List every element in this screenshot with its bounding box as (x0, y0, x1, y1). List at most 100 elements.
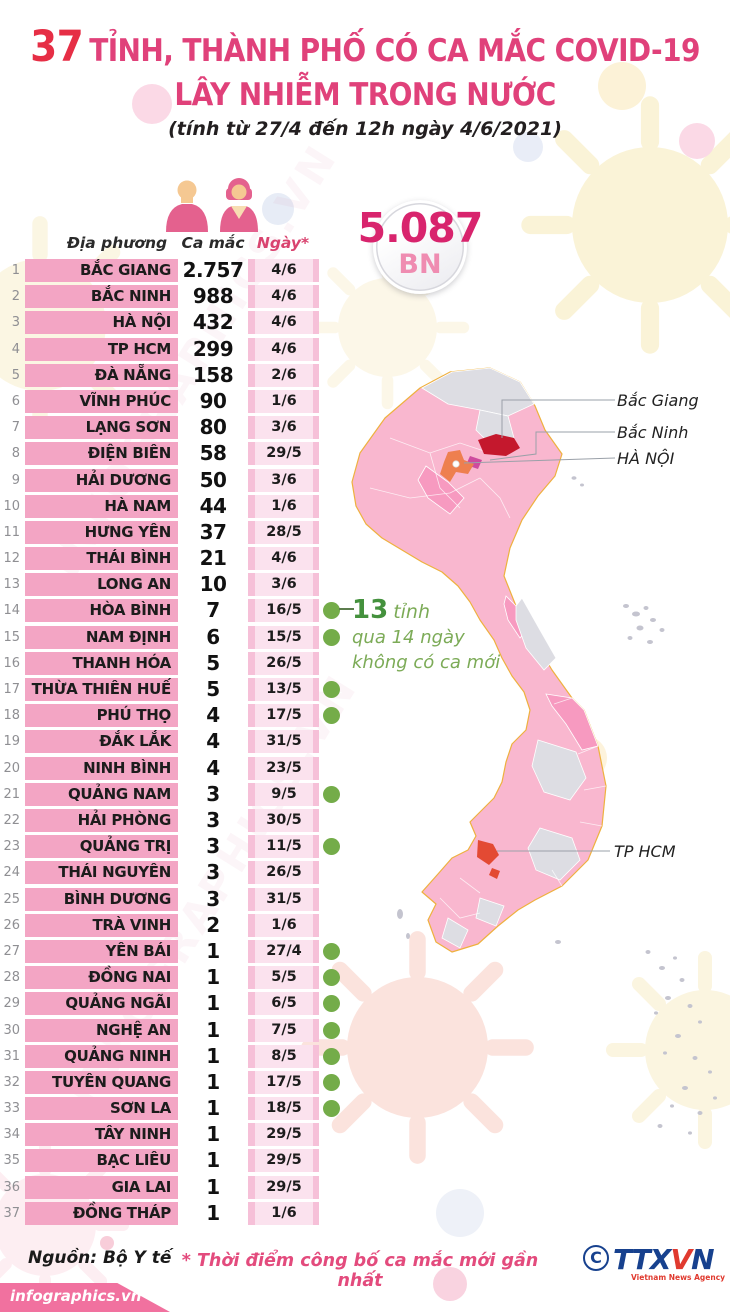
province-name: BẮC NINH (25, 285, 178, 309)
report-date: 1/6 (255, 494, 313, 518)
table-row: 3 HÀ NỘI 432 4/6 (0, 310, 360, 335)
column-divider (248, 1149, 255, 1173)
table-row: 27 YÊN BÁI 1 27/4 (0, 939, 360, 963)
table-row: 25 BÌNH DƯƠNG 3 31/5 (0, 886, 360, 911)
map-region-tp-hcm (477, 840, 499, 865)
report-date: 29/5 (255, 442, 313, 466)
column-divider (248, 1044, 255, 1068)
report-date: 26/5 (255, 651, 313, 675)
table-row: 32 TUYÊN QUANG 1 17/5 (0, 1070, 360, 1094)
province-name: BÌNH DƯƠNG (25, 887, 178, 911)
column-header-date: Ngày* (256, 234, 310, 252)
row-rank: 2 (11, 289, 20, 305)
table-row: 30 NGHỆ AN 1 7/5 (0, 1017, 360, 1042)
row-rank: 25 (3, 891, 20, 907)
case-count: 2.757 (182, 258, 244, 282)
column-divider (248, 625, 255, 649)
table-row: 16 THANH HÓA 5 26/5 (0, 651, 360, 675)
column-divider (313, 992, 319, 1016)
province-name: HẢI DƯƠNG (25, 468, 178, 492)
row-rank: 33 (3, 1101, 20, 1117)
table-row: 11 HƯNG YÊN 37 28/5 (0, 520, 360, 544)
column-divider (313, 808, 319, 832)
agency-tagline: Vietnam News Agency (631, 1273, 726, 1282)
annotation-line3: không có ca mới (352, 652, 501, 673)
report-date: 1/6 (255, 1201, 313, 1225)
case-count: 299 (192, 336, 234, 361)
subtitle: (tính từ 27/4 đến 12h ngày 4/6/2021) (168, 118, 562, 140)
case-count: 3 (206, 886, 220, 911)
table-row: 2 BẮC NINH 988 4/6 (0, 285, 360, 309)
case-count: 10 (199, 572, 227, 597)
column-divider (313, 678, 319, 702)
column-divider (313, 1175, 319, 1199)
map-islands (397, 476, 717, 1135)
row-rank: 8 (11, 446, 20, 462)
case-count: 1 (206, 1200, 220, 1225)
map-mainland (351, 367, 607, 953)
table-row: 26 TRÀ VINH 2 1/6 (0, 912, 360, 937)
column-divider (313, 861, 319, 885)
title-number: 37 (30, 22, 84, 73)
row-rank: 28 (3, 970, 20, 986)
column-divider (313, 547, 319, 571)
column-divider (248, 547, 255, 571)
report-date: 6/5 (255, 992, 313, 1016)
case-count: 432 (192, 310, 234, 335)
province-name: ĐỒNG THÁP (25, 1201, 178, 1225)
report-date: 29/5 (255, 1175, 313, 1199)
report-date: 2/6 (255, 363, 313, 387)
table-row: 10 HÀ NAM 44 1/6 (0, 494, 360, 518)
table-row: 35 BẠC LIÊU 1 29/5 (0, 1149, 360, 1173)
column-divider (313, 704, 319, 728)
row-rank: 34 (3, 1127, 20, 1143)
column-divider (313, 1097, 319, 1121)
map-label-bac-ninh: Bắc Ninh (617, 423, 689, 442)
table-row: 37 ĐỒNG THÁP 1 1/6 (0, 1200, 360, 1225)
province-name: GIA LAI (25, 1175, 178, 1199)
brand-name: infographics.vn (10, 1287, 142, 1305)
case-count: 2 (206, 912, 220, 937)
case-count: 4 (206, 755, 220, 780)
province-name: ĐÀ NẴNG (25, 363, 178, 387)
column-divider (313, 966, 319, 990)
column-divider (248, 468, 255, 492)
row-rank: 26 (3, 917, 20, 933)
row-rank: 6 (11, 393, 20, 409)
column-divider (248, 913, 255, 937)
case-count: 1 (206, 965, 220, 990)
table-row: 12 THÁI BÌNH 21 4/6 (0, 547, 360, 571)
column-divider (313, 1123, 319, 1147)
case-count: 3 (206, 834, 220, 859)
case-count: 1 (206, 1017, 220, 1042)
column-divider (313, 389, 319, 413)
table-row: 17 THỪA THIÊN HUẾ 5 13/5 (0, 678, 360, 702)
report-date: 29/5 (255, 1149, 313, 1173)
map-region-bac-giang (478, 434, 520, 456)
row-rank: 24 (3, 865, 20, 881)
footer-source: Nguồn: Bộ Y tế (28, 1248, 172, 1268)
column-divider (248, 1201, 255, 1225)
column-divider (313, 259, 319, 282)
column-divider (313, 887, 319, 911)
report-date: 29/5 (255, 1123, 313, 1147)
province-name: PHÚ THỌ (25, 704, 178, 728)
case-count: 50 (199, 467, 227, 492)
report-date: 16/5 (255, 599, 313, 623)
report-date: 26/5 (255, 861, 313, 885)
report-date: 8/5 (255, 1044, 313, 1068)
province-name: HÀ NAM (25, 494, 178, 518)
column-divider (248, 756, 255, 780)
row-rank: 14 (3, 603, 20, 619)
column-divider (248, 259, 255, 282)
map-marker-ha-noi (452, 460, 460, 468)
column-divider (313, 468, 319, 492)
column-divider (248, 887, 255, 911)
column-divider (313, 756, 319, 780)
report-date: 9/5 (255, 782, 313, 806)
row-rank: 27 (3, 943, 20, 959)
table-row: 22 HẢI PHÒNG 3 30/5 (0, 808, 360, 832)
column-divider (313, 625, 319, 649)
province-name: NAM ĐỊNH (25, 625, 178, 649)
case-count: 90 (199, 388, 227, 413)
